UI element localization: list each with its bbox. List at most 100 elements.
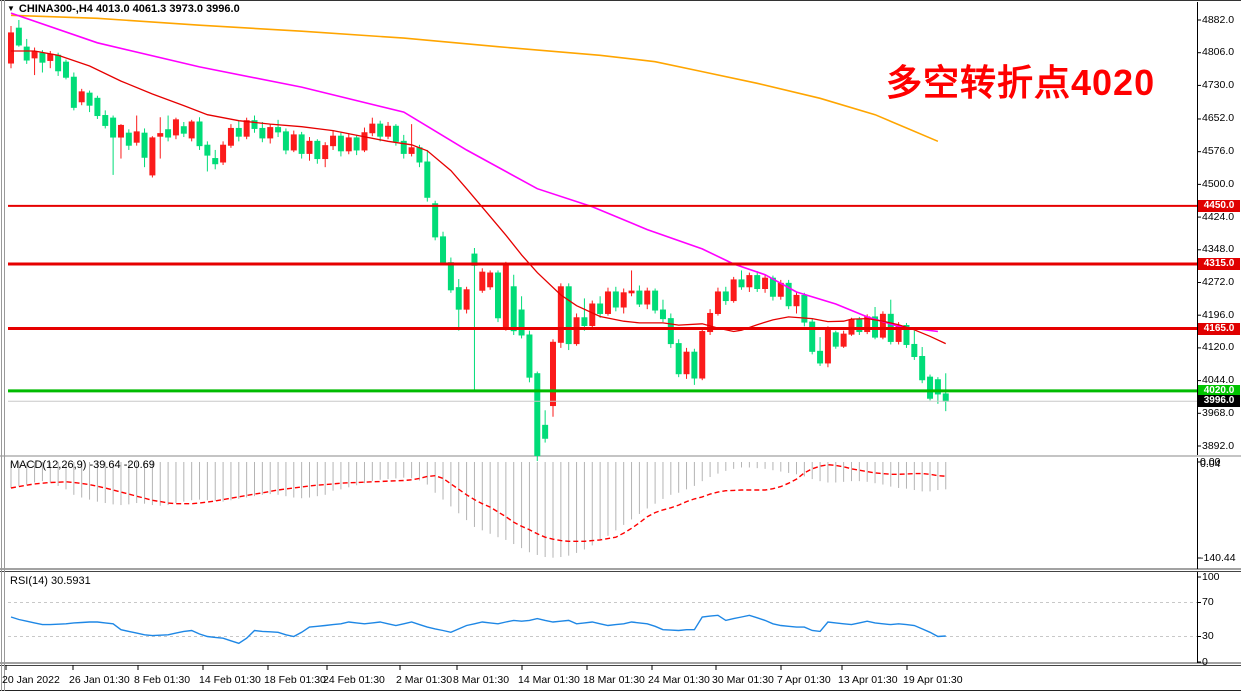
candle — [895, 325, 902, 342]
candle — [872, 316, 879, 338]
candle — [809, 321, 816, 352]
candle — [699, 331, 706, 379]
candle — [86, 92, 93, 106]
candle — [722, 291, 729, 302]
candle — [432, 203, 439, 238]
price-tick-label: 4652.0 — [1202, 112, 1235, 125]
date-label: 14 Mar 01:30 — [518, 674, 580, 686]
candle — [408, 147, 415, 154]
candle — [416, 147, 423, 163]
candle — [62, 61, 69, 78]
date-label: 2 Mar 01:30 — [396, 674, 453, 686]
candle — [604, 291, 611, 314]
candle — [746, 275, 753, 288]
candle — [165, 129, 172, 138]
candle — [440, 236, 447, 264]
rsi-line — [10, 614, 946, 645]
candle — [306, 140, 313, 154]
candle — [227, 127, 234, 146]
symbol-dropdown-icon[interactable]: ▼ — [7, 4, 15, 13]
price-tick-label: 3892.0 — [1202, 439, 1235, 452]
date-label: 20 Jan 2022 — [2, 674, 60, 686]
candle — [157, 133, 164, 137]
candle — [94, 97, 101, 117]
candle — [549, 341, 556, 407]
candle — [683, 351, 690, 375]
candle — [738, 279, 745, 288]
candle — [542, 424, 549, 439]
price-tick-label: 4500.0 — [1202, 177, 1235, 190]
date-label: 13 Apr 01:30 — [838, 674, 898, 686]
candle — [652, 290, 659, 311]
price-tick-label: 4272.0 — [1202, 275, 1235, 288]
candle — [39, 52, 46, 63]
price-badge-4165.0: 4165.0 — [1198, 322, 1240, 335]
candle — [353, 137, 360, 151]
candle — [149, 137, 156, 176]
candle — [392, 125, 399, 142]
candle — [133, 131, 140, 143]
candle — [243, 120, 250, 137]
date-label: 14 Feb 01:30 — [199, 674, 261, 686]
rsi-indicator-label: RSI(14) 30.5931 — [10, 575, 91, 587]
candle — [55, 54, 62, 72]
date-label: 8 Mar 01:30 — [453, 674, 510, 686]
date-label: 24 Mar 01:30 — [648, 674, 710, 686]
candle — [275, 127, 282, 133]
candle — [23, 46, 30, 61]
candle — [447, 262, 454, 291]
price-tick-label: 4196.0 — [1202, 308, 1235, 321]
candle — [714, 291, 721, 314]
candle — [589, 303, 596, 327]
candle — [117, 124, 124, 138]
candle — [102, 115, 109, 126]
candle — [636, 290, 643, 305]
candle — [369, 123, 376, 134]
candle — [824, 328, 831, 364]
candle — [314, 140, 321, 160]
macd-tick-label: 0.04 — [1200, 457, 1221, 470]
price-badge-4315.0: 4315.0 — [1198, 257, 1240, 270]
price-tick-label: 4424.0 — [1202, 210, 1235, 223]
symbol-title-bar[interactable]: ▼ CHINA300-,H4 4013.0 4061.3 3973.0 3996… — [7, 3, 240, 15]
ma-mid-magenta — [10, 12, 939, 333]
candle — [754, 275, 761, 290]
ma-slow-orange — [10, 14, 939, 143]
price-tick-label: 4044.0 — [1202, 374, 1235, 387]
candle — [879, 313, 886, 338]
candle — [141, 132, 148, 158]
candle — [345, 137, 352, 152]
candle — [31, 51, 38, 59]
candle — [793, 294, 800, 307]
candle — [620, 292, 627, 308]
candle — [125, 132, 132, 146]
candle — [801, 294, 808, 323]
macd-tick-label: 0.00 — [1200, 456, 1221, 468]
candle — [8, 32, 14, 64]
candle — [691, 351, 698, 379]
price-tick-label: 4882.0 — [1202, 13, 1235, 26]
candle — [612, 291, 619, 308]
candle — [47, 53, 54, 61]
candle — [526, 334, 533, 378]
candle — [919, 355, 926, 381]
date-label: 26 Jan 01:30 — [69, 674, 130, 686]
candle — [927, 376, 934, 399]
candle — [557, 286, 564, 343]
candle — [220, 144, 227, 163]
candle — [675, 343, 682, 375]
candle — [832, 332, 839, 347]
candle — [188, 121, 195, 139]
candle — [777, 282, 784, 297]
candle — [479, 271, 486, 291]
candle — [644, 290, 651, 305]
chart-annotation-text[interactable]: 多空转折点4020 — [886, 62, 1156, 103]
candle — [180, 126, 187, 134]
candle — [70, 76, 77, 108]
rsi-tick-label: 70 — [1202, 596, 1214, 608]
date-label: 19 Apr 01:30 — [903, 674, 963, 686]
candle — [510, 286, 517, 332]
candle — [597, 303, 604, 314]
